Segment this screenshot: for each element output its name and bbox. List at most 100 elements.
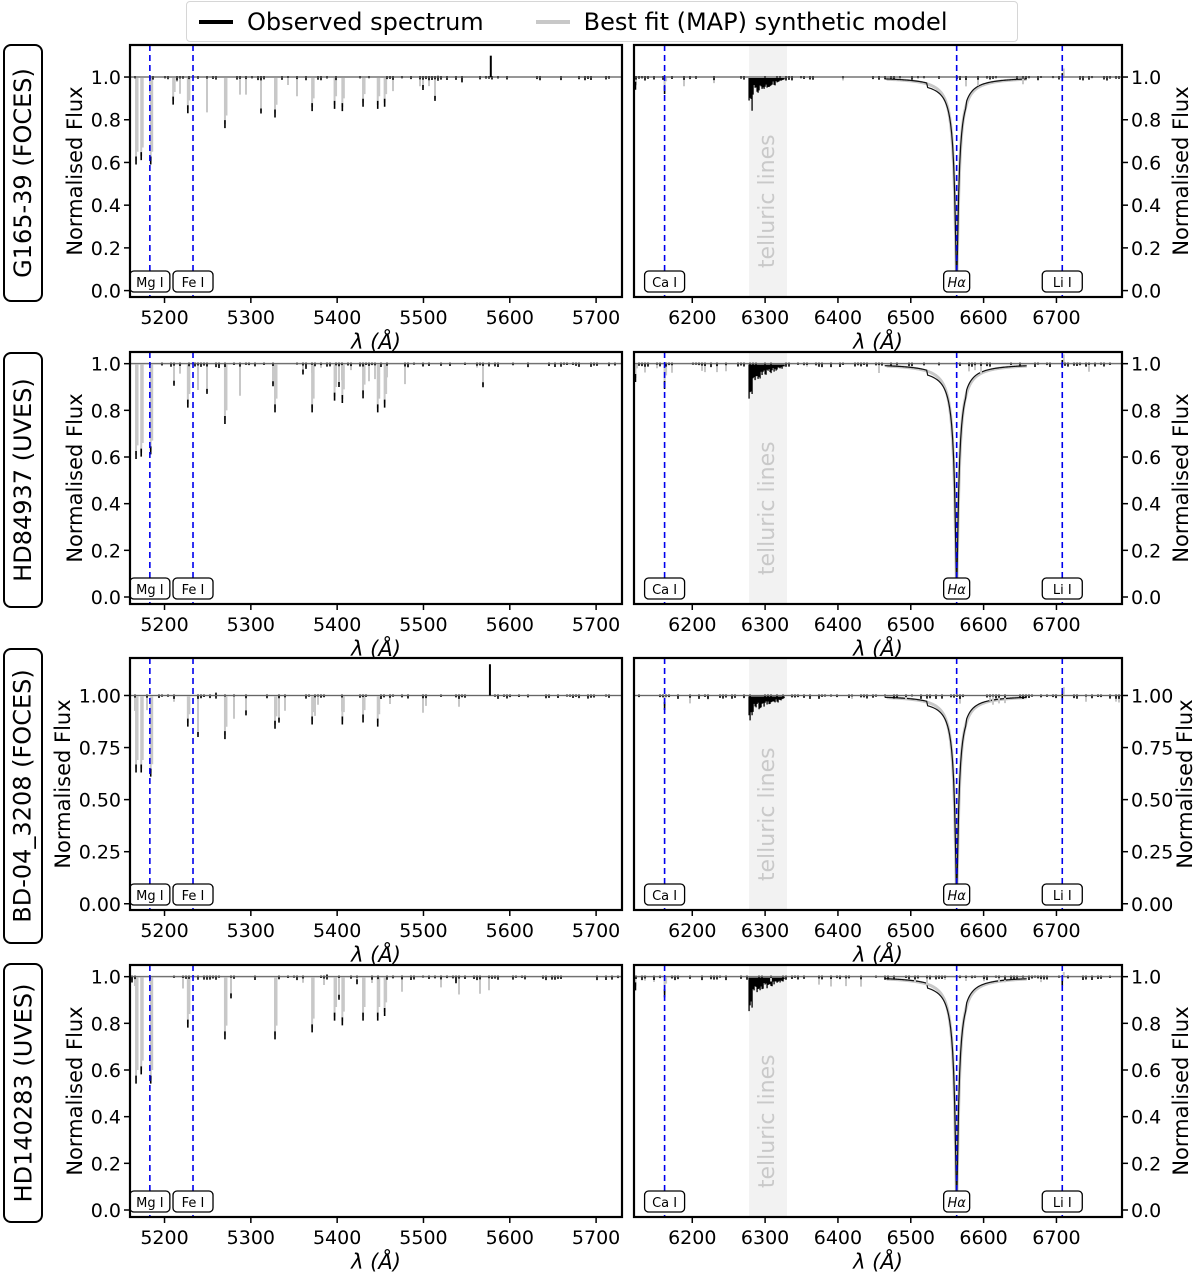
y-tick-label: 0.50 xyxy=(79,790,121,812)
x-tick-label: 5600 xyxy=(486,1227,534,1249)
y-tick-label: 0.75 xyxy=(1131,738,1173,760)
marker-label: Ca I xyxy=(652,583,677,598)
axes-frame xyxy=(632,350,1124,606)
y-axis-label: Normalised Flux xyxy=(63,1006,87,1175)
marker-label-box xyxy=(943,883,971,906)
axes-frame xyxy=(128,350,624,606)
marker-label: Fe I xyxy=(182,583,205,598)
right-panel-row-3: telluric lines Ca I Hα Li I 6200 6300 6400 6500… xyxy=(632,963,1193,1272)
marker-label: Mg I xyxy=(136,583,163,598)
y-tick-label: 0.4 xyxy=(1131,494,1161,516)
y-tick-label: 0.8 xyxy=(1131,1013,1161,1035)
row-label-1: HD84937 (UVES) xyxy=(3,352,43,608)
x-axis-label: λ (Å) xyxy=(852,941,903,967)
model-spectrum xyxy=(634,354,1122,385)
x-axis-label: λ (Å) xyxy=(350,635,401,661)
x-tick-label: 6700 xyxy=(1032,307,1080,329)
y-tick-label: 1.0 xyxy=(1131,354,1161,376)
marker-label-box xyxy=(943,270,971,293)
chart-legend: Observed spectrum Best fit (MAP) synthet… xyxy=(186,1,1018,42)
marker-label: Ca I xyxy=(652,889,677,904)
x-tick-label: 6400 xyxy=(814,614,862,636)
y-axis-label: Normalised Flux xyxy=(1169,1006,1193,1175)
observed-spectrum xyxy=(638,691,1120,710)
x-tick-label: 5600 xyxy=(486,920,534,942)
x-tick-label: 6300 xyxy=(741,1227,789,1249)
y-tick-label: 0.00 xyxy=(1131,894,1173,916)
x-tick-label: 5700 xyxy=(572,920,620,942)
x-tick-label: 6200 xyxy=(668,920,716,942)
axes-frame xyxy=(632,43,1124,299)
marker-label-box xyxy=(172,270,214,293)
y-tick-label: 0.6 xyxy=(1131,152,1161,174)
y-tick-label: 0.0 xyxy=(1131,281,1161,303)
telluric-label: telluric lines xyxy=(755,134,780,268)
telluric-label: telluric lines xyxy=(755,1054,780,1188)
x-tick-label: 6200 xyxy=(668,614,716,636)
marker-label: Hα xyxy=(947,276,966,291)
y-tick-label: 1.0 xyxy=(1131,967,1161,989)
row-label-2: BD-04_3208 (FOCES) xyxy=(3,648,43,944)
axes-frame xyxy=(128,43,624,299)
x-tick-label: 6500 xyxy=(887,920,935,942)
y-axis-label: Normalised Flux xyxy=(1169,393,1193,562)
marker-label-box xyxy=(643,270,686,293)
telluric-band xyxy=(749,352,787,604)
marker-label: Li I xyxy=(1053,276,1072,291)
x-tick-label: 5600 xyxy=(486,614,534,636)
y-tick-label: 1.00 xyxy=(79,685,121,707)
marker-label-box xyxy=(643,1190,686,1213)
legend-item-observed: Observed spectrum xyxy=(187,8,484,36)
x-tick-label: 5300 xyxy=(227,614,275,636)
marker-label: Fe I xyxy=(182,1196,205,1211)
left-panel-row-3: Mg I Fe I 5200 5300 5400 5500 5600 5700 λ (Å) 0.0… xyxy=(63,963,624,1272)
x-tick-label: 6600 xyxy=(959,1227,1007,1249)
y-tick-label: 0.8 xyxy=(91,110,121,132)
x-tick-label: 6200 xyxy=(668,1227,716,1249)
x-tick-label: 6300 xyxy=(741,614,789,636)
x-tick-label: 5600 xyxy=(486,307,534,329)
marker-label: Hα xyxy=(947,1196,966,1211)
y-tick-label: 0.0 xyxy=(91,1200,121,1222)
telluric-band xyxy=(749,965,787,1217)
x-axis-label: λ (Å) xyxy=(350,941,401,967)
y-tick-label: 1.0 xyxy=(91,354,121,376)
x-tick-label: 6700 xyxy=(1032,1227,1080,1249)
telluric-label: telluric lines xyxy=(755,747,780,881)
axes-frame xyxy=(128,656,624,912)
y-tick-label: 0.6 xyxy=(91,152,121,174)
marker-label: Hα xyxy=(947,889,966,904)
x-tick-label: 5500 xyxy=(399,1227,447,1249)
y-tick-label: 0.8 xyxy=(91,1013,121,1035)
legend-item-model: Best fit (MAP) synthetic model xyxy=(524,8,948,36)
y-axis-label: Normalised Flux xyxy=(1173,699,1197,868)
marker-label: Fe I xyxy=(182,276,205,291)
x-tick-label: 6200 xyxy=(668,307,716,329)
marker-label-box xyxy=(643,577,686,600)
marker-label-box xyxy=(1041,577,1083,600)
y-tick-label: 0.6 xyxy=(91,447,121,469)
y-tick-label: 0.6 xyxy=(91,1060,121,1082)
y-tick-label: 0.25 xyxy=(79,842,121,864)
observed-spectrum xyxy=(131,974,619,1084)
marker-label-box xyxy=(1041,1190,1083,1213)
model-spectrum xyxy=(130,362,622,455)
y-tick-label: 0.2 xyxy=(91,1153,121,1175)
x-axis-label: λ (Å) xyxy=(852,635,903,661)
x-tick-label: 5200 xyxy=(140,614,188,636)
y-tick-label: 0.6 xyxy=(1131,1060,1161,1082)
marker-label-box xyxy=(1041,270,1083,293)
x-tick-label: 5300 xyxy=(227,1227,275,1249)
y-tick-label: 0.8 xyxy=(1131,110,1161,132)
y-tick-label: 0.2 xyxy=(91,238,121,260)
legend-swatch-observed-icon xyxy=(199,19,233,24)
marker-label: Mg I xyxy=(136,276,163,291)
y-axis-label: Normalised Flux xyxy=(63,393,87,562)
right-panel-row-0: telluric lines Ca I Hα Li I 6200 6300 6400 6500… xyxy=(632,43,1193,354)
marker-label-box xyxy=(943,1190,971,1213)
y-tick-label: 0.4 xyxy=(91,195,121,217)
model-spectrum xyxy=(634,68,1122,90)
x-axis-label: λ (Å) xyxy=(350,328,401,354)
x-tick-label: 5200 xyxy=(140,920,188,942)
marker-label-box xyxy=(943,577,971,600)
